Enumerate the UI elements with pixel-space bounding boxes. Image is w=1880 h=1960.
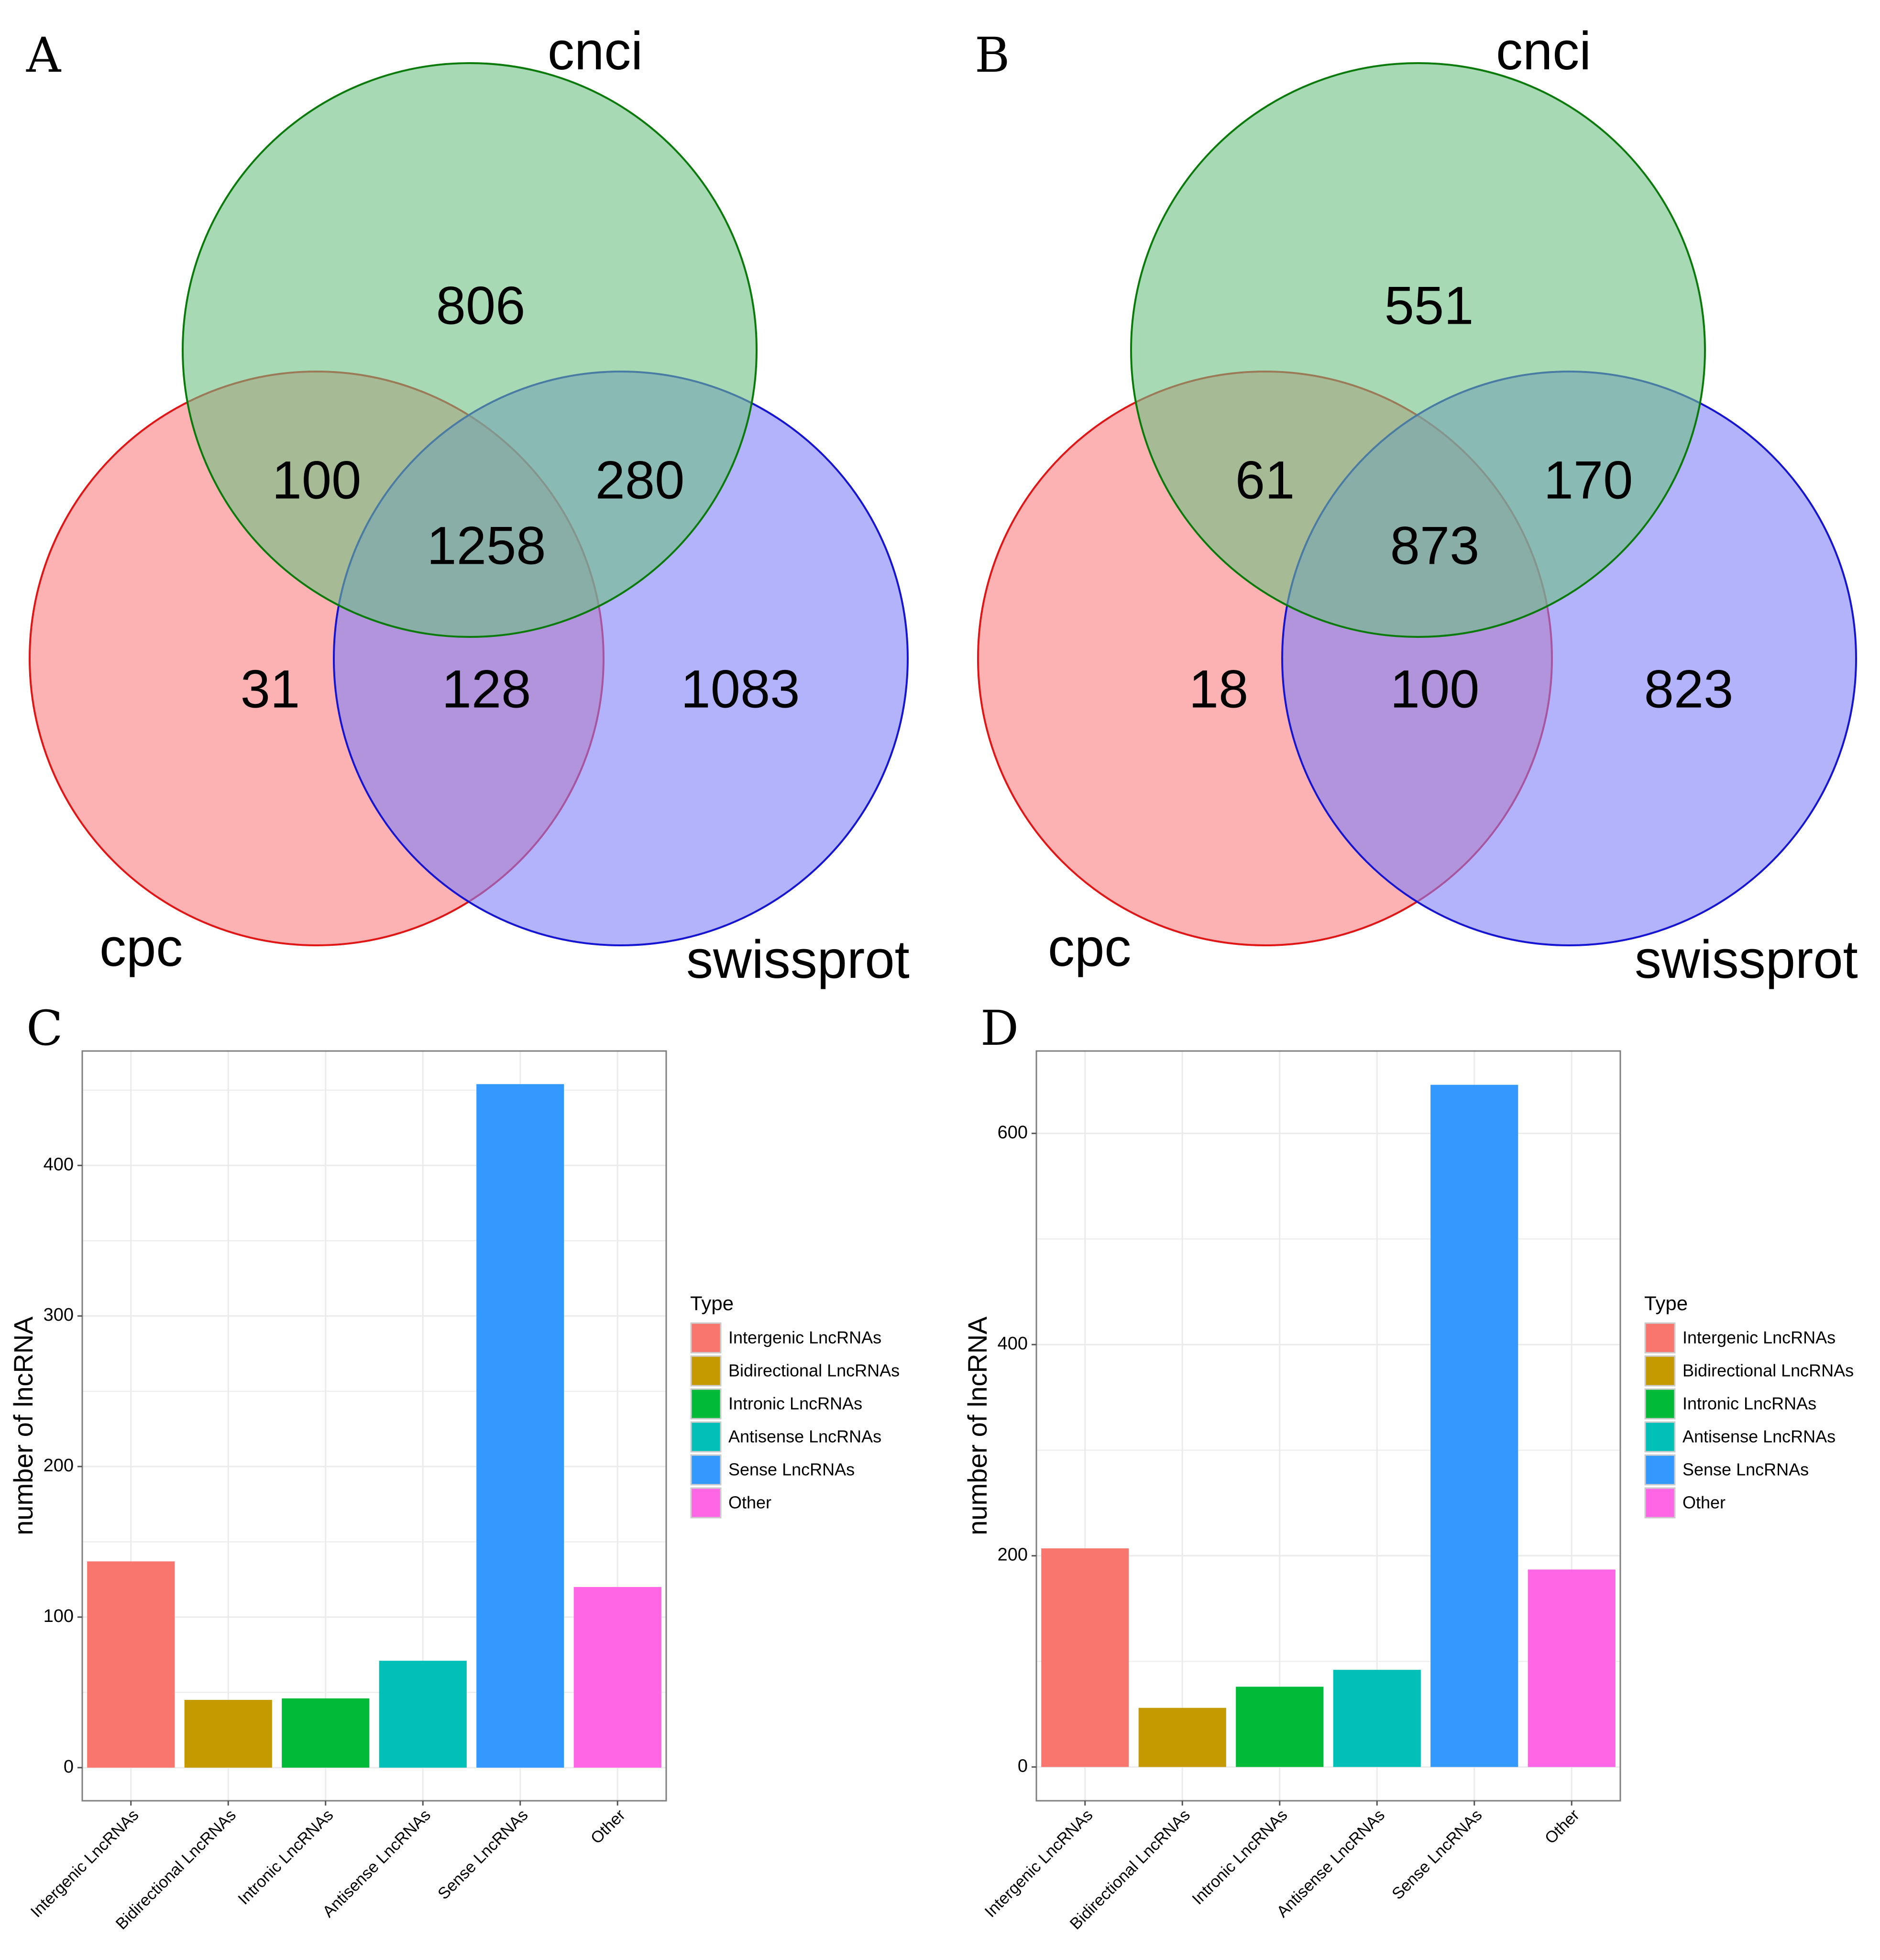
plot-background: [1036, 1051, 1620, 1801]
venn-count-cpc-only: 18: [1189, 659, 1249, 719]
bar-intergenic-lncrnas: [87, 1561, 175, 1768]
venn-set-cnci: [182, 62, 758, 638]
x-tick-label: Antisense LncRNAs: [319, 1806, 434, 1921]
panel-label: B: [975, 27, 1010, 83]
bar-sense-lncrnas: [1430, 1084, 1518, 1767]
legend-key-antisense-lncrnas: [690, 1421, 722, 1453]
bar-sense-lncrnas: [476, 1084, 564, 1768]
bar-antisense-lncrnas: [379, 1661, 467, 1768]
y-tick-label: 100: [44, 1606, 74, 1626]
legend-label-intergenic-lncrnas: Intergenic LncRNAs: [1682, 1328, 1836, 1347]
legend-label-other: Other: [1682, 1493, 1726, 1512]
bar-other: [1528, 1569, 1616, 1767]
legend-key-intronic-lncrnas: [1644, 1388, 1676, 1420]
y-tick-label: 400: [44, 1154, 74, 1174]
x-tick-label: Other: [1541, 1806, 1583, 1848]
venn-count-cnci-only: 806: [436, 276, 526, 336]
set-label-cnci: cnci: [548, 21, 643, 81]
venn-set-cnci: [1130, 62, 1706, 638]
x-tick-label: Other: [587, 1806, 629, 1848]
bar-intergenic-lncrnas: [1041, 1548, 1129, 1767]
venn-count-swissprot-only: 1083: [681, 659, 800, 719]
x-tick-label: Sense LncRNAs: [434, 1806, 531, 1903]
plot-frame: [1035, 1050, 1621, 1802]
venn-count-cnci-cpc: 61: [1235, 450, 1295, 510]
legend-key-sense-lncrnas: [1644, 1454, 1676, 1486]
x-tick-label: Intergenic LncRNAs: [981, 1806, 1097, 1921]
legend-title: Type: [1644, 1292, 1688, 1314]
legend-title: Type: [690, 1292, 734, 1314]
bar-intronic-lncrnas: [282, 1698, 370, 1768]
legend-label-intergenic-lncrnas: Intergenic LncRNAs: [728, 1328, 881, 1347]
y-tick-label: 400: [998, 1334, 1028, 1354]
venn-count-swissprot-only: 823: [1644, 659, 1734, 719]
panel-label: D: [980, 1000, 1019, 1056]
legend-key-intergenic-lncrnas: [690, 1322, 722, 1354]
plot-background: [82, 1051, 666, 1801]
legend-label-other: Other: [728, 1493, 771, 1512]
bar-intronic-lncrnas: [1236, 1686, 1324, 1767]
set-label-cpc: cpc: [1048, 918, 1131, 977]
panel-label: A: [26, 27, 62, 83]
legend-label-sense-lncrnas: Sense LncRNAs: [1682, 1460, 1809, 1479]
legend-key-other: [1644, 1487, 1676, 1519]
venn-count-cpc-swissprot: 128: [442, 659, 531, 719]
x-tick-label: Intronic LncRNAs: [1188, 1806, 1291, 1908]
legend-label-antisense-lncrnas: Antisense LncRNAs: [1682, 1427, 1836, 1446]
legend-key-bidirectional-lncrnas: [690, 1355, 722, 1387]
x-tick-label: Antisense LncRNAs: [1273, 1806, 1388, 1921]
panel-label: C: [26, 1000, 63, 1056]
set-label-cnci: cnci: [1496, 21, 1591, 81]
venn-count-cpc-swissprot: 100: [1390, 659, 1480, 719]
legend-key-sense-lncrnas: [690, 1454, 722, 1486]
y-tick-label: 0: [64, 1757, 74, 1777]
bar-panel-d: D 0 200 400 600 Intergenic LncRNAs Bidirection…: [962, 1000, 1854, 1933]
legend-label-intronic-lncrnas: Intronic LncRNAs: [728, 1394, 862, 1413]
x-tick-label: Sense LncRNAs: [1388, 1806, 1485, 1903]
legend-key-intergenic-lncrnas: [1644, 1322, 1676, 1354]
y-tick-label: 300: [44, 1305, 74, 1325]
legend-label-intronic-lncrnas: Intronic LncRNAs: [1682, 1394, 1816, 1413]
legend-label-bidirectional-lncrnas: Bidirectional LncRNAs: [1682, 1361, 1854, 1380]
plot-frame: [81, 1050, 667, 1802]
y-tick-label: 200: [44, 1456, 74, 1476]
venn-count-cnci-only: 551: [1385, 276, 1474, 336]
y-axis-title: number of lncRNA: [962, 1316, 992, 1535]
bar-panel-c: C 0 100 200 300 400 Intergenic LncRNAs Bidirect…: [8, 1000, 900, 1933]
venn-count-cnci-cpc: 100: [272, 450, 362, 510]
venn-count-all: 1258: [427, 516, 546, 576]
venn-count-cnci-swissprot: 170: [1544, 450, 1633, 510]
y-tick-label: 200: [998, 1545, 1028, 1565]
venn-count-all: 873: [1390, 516, 1480, 576]
y-axis-title: number of lncRNA: [8, 1316, 38, 1535]
bar-other: [573, 1587, 661, 1768]
bar-bidirectional-lncrnas: [1138, 1708, 1226, 1767]
x-tick-label: Intronic LncRNAs: [234, 1806, 337, 1908]
set-label-swissprot: swissprot: [1635, 930, 1858, 989]
bar-antisense-lncrnas: [1333, 1670, 1421, 1767]
set-label-cpc: cpc: [99, 918, 183, 977]
legend-key-intronic-lncrnas: [690, 1388, 722, 1420]
legend-label-antisense-lncrnas: Antisense LncRNAs: [728, 1427, 881, 1446]
venn-count-cnci-swissprot: 280: [595, 450, 685, 510]
legend-label-bidirectional-lncrnas: Bidirectional LncRNAs: [728, 1361, 900, 1380]
bar-bidirectional-lncrnas: [184, 1700, 272, 1768]
y-tick-label: 600: [998, 1122, 1028, 1142]
venn-count-cpc-only: 31: [241, 659, 300, 719]
x-tick-label: Intergenic LncRNAs: [27, 1806, 143, 1921]
y-tick-label: 0: [1018, 1756, 1028, 1776]
legend-key-bidirectional-lncrnas: [1644, 1355, 1676, 1387]
set-label-swissprot: swissprot: [686, 930, 910, 989]
legend-key-other: [690, 1487, 722, 1519]
legend-key-antisense-lncrnas: [1644, 1421, 1676, 1453]
legend-label-sense-lncrnas: Sense LncRNAs: [728, 1460, 855, 1479]
